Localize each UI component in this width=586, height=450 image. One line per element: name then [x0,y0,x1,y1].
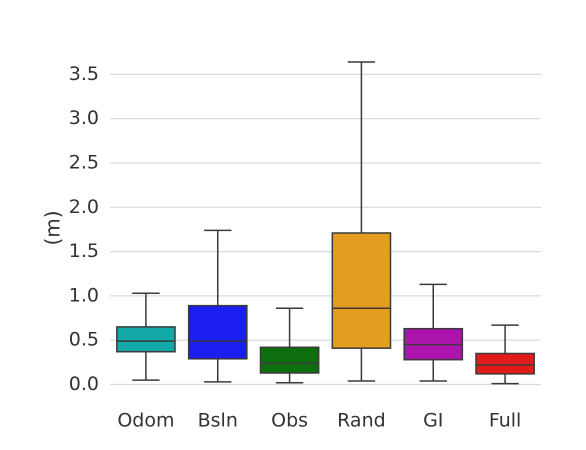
box-rand [331,61,392,382]
y-tick-label: 3.0 [69,107,99,129]
y-tick-label: 0.0 [69,373,99,395]
x-tick-label: Bsln [198,410,238,432]
iqr-box [475,352,535,375]
y-tick-label: 3.5 [69,63,99,85]
x-tick-label: Full [489,410,522,432]
grid-layer [110,73,541,386]
x-tick-label: GI [423,410,443,432]
y-tick-label: 1.5 [69,240,99,262]
x-tick-labels: Odom Bsln Obs Rand GI Full [117,410,521,432]
y-tick-labels: 0.0 0.5 1.0 1.5 2.0 2.5 3.0 3.5 [69,63,99,395]
y-tick-label: 2.5 [69,152,99,174]
box-full [475,324,535,385]
y-tick-label: 0.5 [69,329,99,351]
iqr-box [187,304,248,360]
x-tick-label: Odom [117,410,174,432]
iqr-box [259,346,320,374]
y-tick-label: 2.0 [69,196,99,218]
iqr-box [116,326,176,353]
box-obs [259,307,320,384]
boxes-layer [116,61,535,385]
box-bsln [187,229,248,383]
y-axis-label: (m) [41,210,65,245]
iqr-box [331,232,392,349]
x-tick-label: Rand [337,410,386,432]
x-tick-label: Obs [271,410,308,432]
y-tick-label: 1.0 [69,284,99,306]
box-odom [116,292,176,381]
box-gi [403,283,464,382]
